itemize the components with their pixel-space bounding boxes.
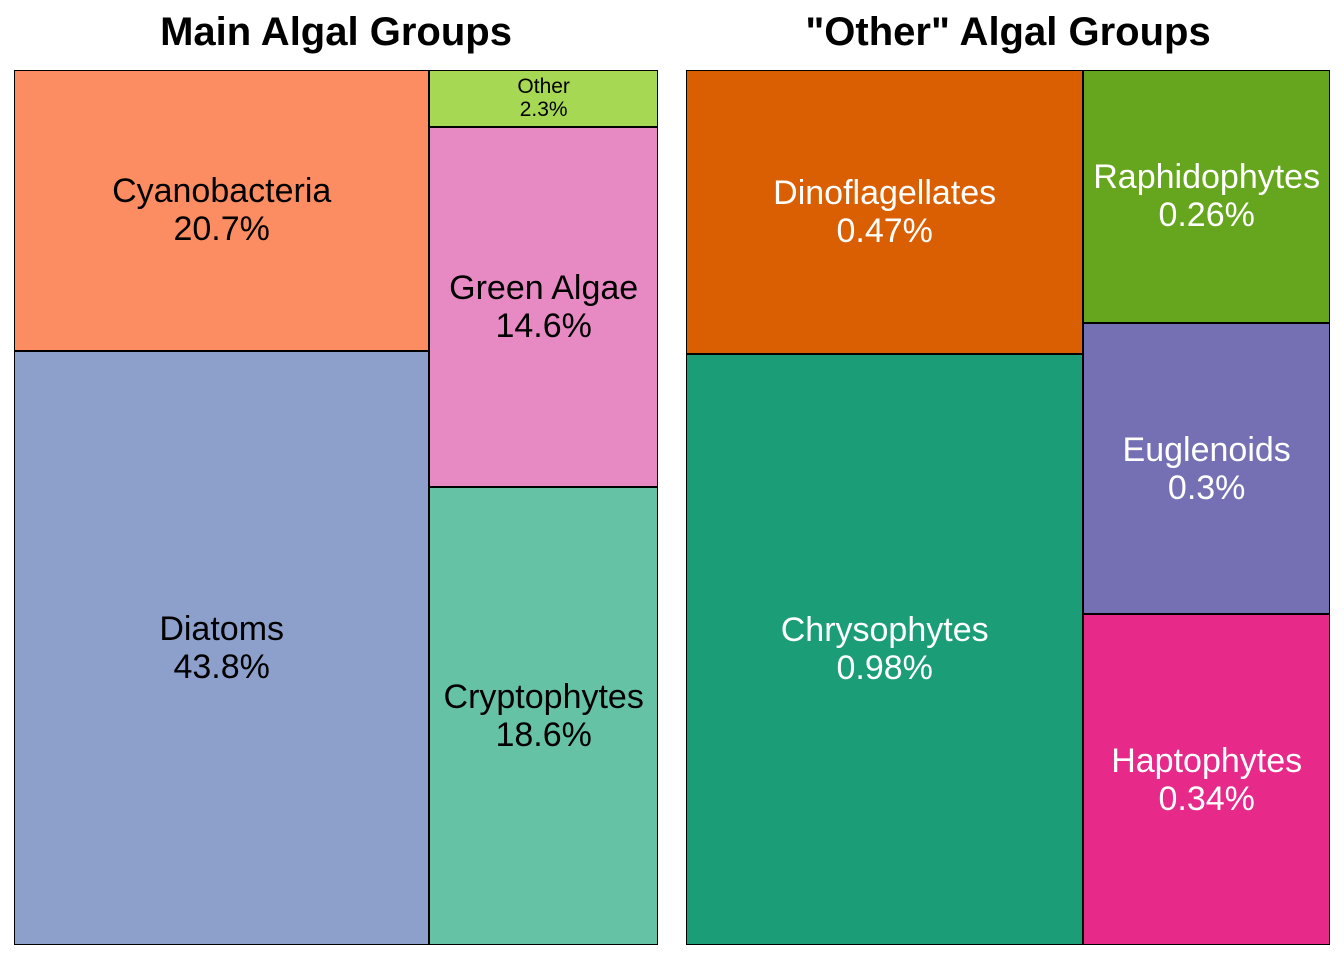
- tile-name: Dinoflagellates: [773, 173, 997, 212]
- tile-label: Haptophytes 0.34%: [1111, 742, 1302, 818]
- tile-value: 14.6%: [495, 306, 592, 345]
- tile-value: 0.34%: [1158, 779, 1255, 818]
- treemap-main-algal-groups: Diatoms 43.8% Cyanobacteria 20.7% Cryptophyt…: [14, 70, 658, 945]
- tile-label: Euglenoids 0.3%: [1123, 431, 1291, 507]
- tile-value: 0.47%: [836, 211, 933, 250]
- tile-chrysophytes: Chrysophytes 0.98%: [686, 353, 1084, 945]
- tile-euglenoids: Euglenoids 0.3%: [1083, 322, 1330, 615]
- tile-value: 20.7%: [173, 210, 270, 249]
- tile-value: 0.98%: [836, 649, 933, 688]
- tile-value: 0.3%: [1167, 468, 1246, 507]
- chart-title-main: Main Algal Groups: [160, 10, 512, 54]
- tile-name: Haptophytes: [1111, 741, 1303, 780]
- tile-value: 0.26%: [1158, 196, 1255, 235]
- tile-label: Green Algae 14.6%: [449, 269, 638, 345]
- tile-label: Dinoflagellates 0.47%: [773, 174, 996, 250]
- chart-title-other: "Other" Algal Groups: [805, 10, 1211, 54]
- tile-value: 43.8%: [173, 647, 270, 686]
- tile-name: Cryptophytes: [443, 677, 644, 716]
- tile-label: Raphidophytes 0.26%: [1093, 158, 1320, 234]
- tile-label: Chrysophytes 0.98%: [781, 611, 989, 687]
- tile-name: Green Algae: [449, 268, 639, 307]
- tile-name: Euglenoids: [1122, 430, 1291, 469]
- tile-value: 2.3%: [519, 98, 568, 122]
- tile-label: Cryptophytes 18.6%: [444, 678, 644, 754]
- tile-cyanobacteria: Cyanobacteria 20.7%: [14, 70, 430, 351]
- tile-value: 18.6%: [495, 715, 592, 754]
- tile-name: Chrysophytes: [780, 611, 989, 650]
- tile-other: Other 2.3%: [429, 70, 658, 127]
- tile-label: Diatoms 43.8%: [159, 610, 284, 686]
- tile-dinoflagellates: Dinoflagellates 0.47%: [686, 70, 1084, 354]
- tile-cryptophytes: Cryptophytes 18.6%: [429, 486, 658, 945]
- tile-diatoms: Diatoms 43.8%: [14, 350, 430, 945]
- tile-green-algae: Green Algae 14.6%: [429, 126, 658, 487]
- tile-name: Raphidophytes: [1093, 158, 1321, 197]
- treemap-other-algal-groups: Chrysophytes 0.98% Dinoflagellates 0.47% Hap…: [686, 70, 1330, 945]
- tile-label: Other 2.3%: [517, 75, 570, 122]
- tile-raphidophytes: Raphidophytes 0.26%: [1083, 70, 1330, 323]
- tile-label: Cyanobacteria 20.7%: [112, 172, 331, 248]
- tile-name: Other: [517, 74, 570, 98]
- tile-name: Diatoms: [159, 609, 285, 648]
- tile-haptophytes: Haptophytes 0.34%: [1083, 614, 1330, 945]
- tile-name: Cyanobacteria: [112, 172, 332, 211]
